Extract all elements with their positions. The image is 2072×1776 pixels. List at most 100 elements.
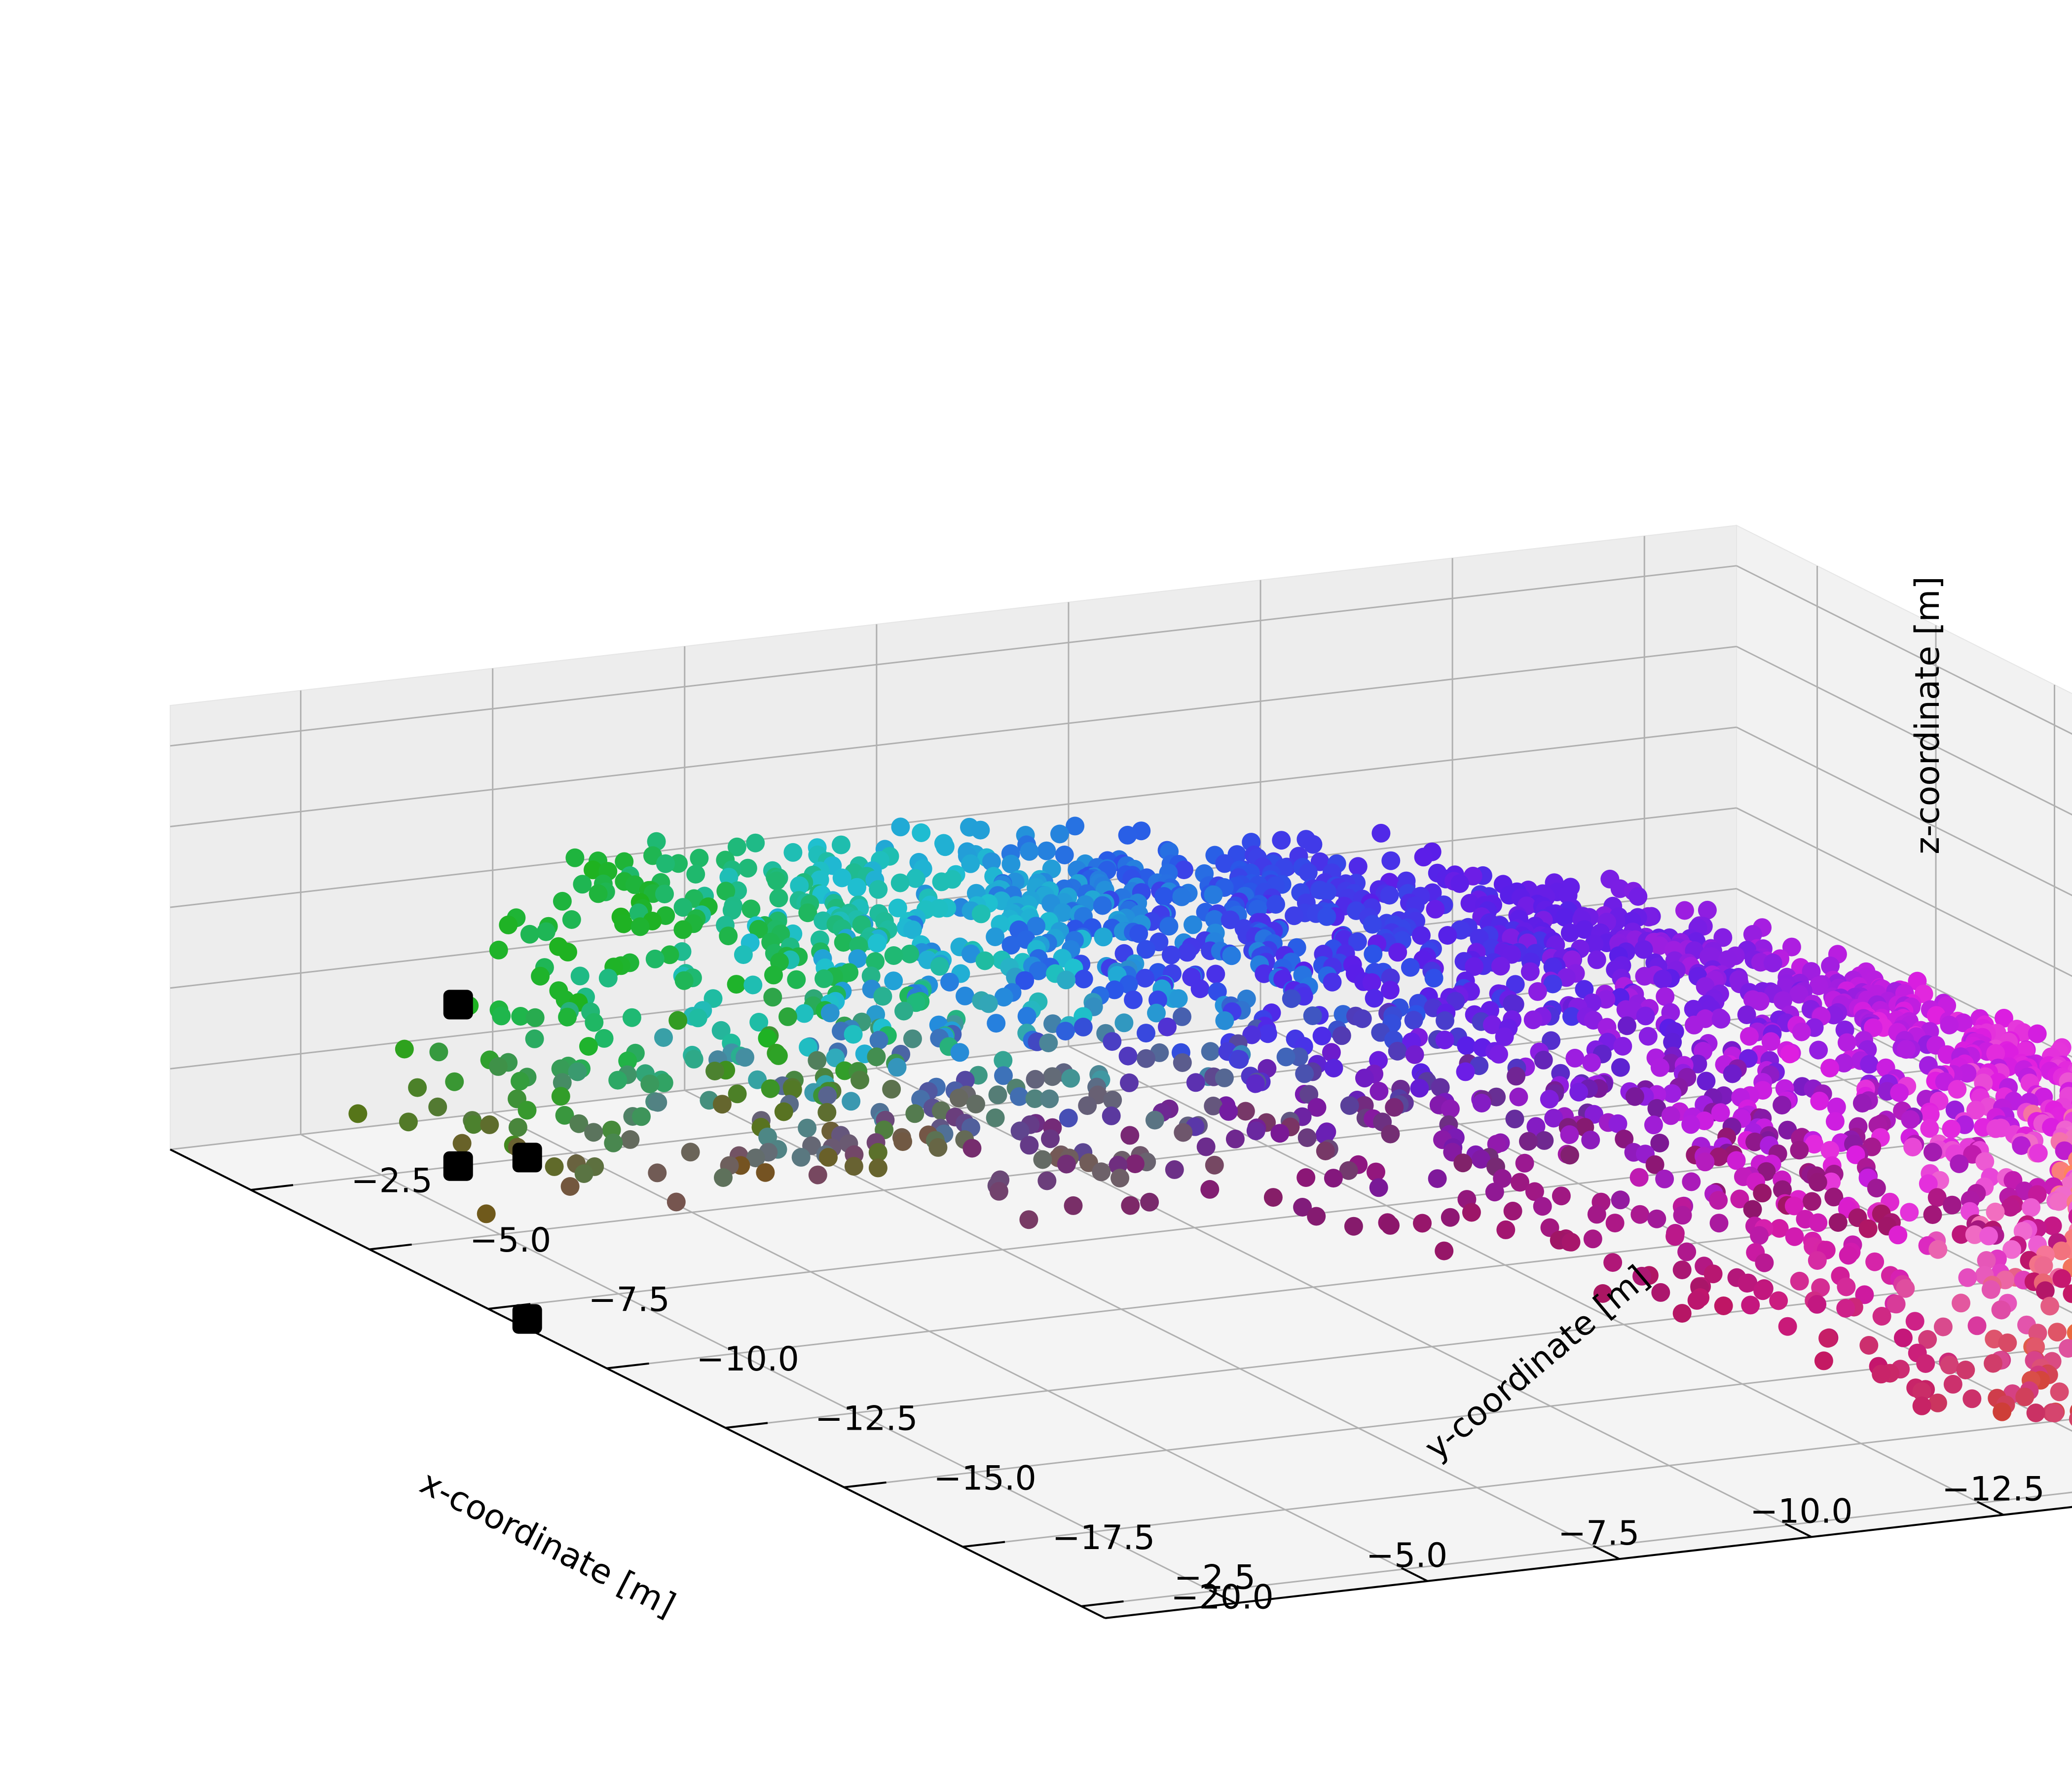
cloud-point [1582, 1053, 1601, 1073]
cloud-point [1460, 893, 1480, 913]
cloud-point [979, 994, 998, 1013]
cloud-point [1730, 1189, 1749, 1209]
cloud-point [1161, 945, 1181, 964]
cloud-point [761, 1079, 780, 1098]
cloud-point [1583, 1229, 1602, 1249]
cloud-point [2068, 1209, 2072, 1224]
cloud-point [2026, 1404, 2045, 1422]
cloud-point [1703, 1264, 1723, 1284]
cloud-point [655, 885, 674, 904]
cloud-point [758, 1127, 777, 1147]
cloud-point [1339, 1161, 1358, 1180]
cloud-point [1103, 1090, 1122, 1110]
cloud-point [2052, 1241, 2071, 1260]
cloud-point [1966, 1101, 1985, 1120]
cloud-point [1992, 1300, 2011, 1320]
cloud-point [1696, 1152, 1715, 1172]
cloud-point [1519, 1132, 1538, 1151]
cloud-point [949, 1088, 968, 1108]
cloud-point [568, 1062, 587, 1081]
cloud-point [1184, 915, 1202, 934]
cloud-point [2069, 1412, 2072, 1426]
cloud-point [1737, 1005, 1756, 1024]
cloud-point [705, 1062, 724, 1080]
cloud-point [1709, 1191, 1728, 1210]
cloud-point [1887, 1295, 1906, 1314]
cloud-point [1318, 883, 1337, 901]
cloud-point [888, 1058, 907, 1077]
cloud-point [1741, 1295, 1760, 1315]
cloud-point [1663, 1084, 1682, 1103]
y-tick [1592, 1545, 1620, 1560]
cloud-point [674, 971, 694, 990]
cloud-point [1158, 1017, 1177, 1036]
cloud-point [584, 860, 602, 880]
cloud-point [1943, 1374, 1962, 1394]
cloud-point [1472, 1094, 1491, 1112]
x-floor-gridline [488, 1128, 2055, 1310]
cloud-point [1428, 1169, 1447, 1188]
cloud-point [614, 914, 633, 933]
cloud-point [749, 1013, 769, 1032]
cloud-point [688, 1008, 707, 1028]
cloud-point [1984, 1354, 2002, 1373]
cloud-point [654, 1073, 673, 1092]
cloud-point [888, 898, 907, 918]
cloud-point [842, 1092, 861, 1111]
cloud-point [1912, 1382, 1931, 1401]
cloud-point [884, 971, 903, 991]
cloud-point [1808, 1251, 1827, 1270]
cloud-point [741, 899, 761, 919]
y-axis-line [1105, 1506, 2072, 1619]
cloud-point [1057, 970, 1076, 990]
cloud-point [584, 1123, 603, 1142]
cloud-point [738, 858, 757, 878]
cloud-point [1534, 1050, 1553, 1070]
cloud-point [1145, 1110, 1164, 1130]
cloud-point [764, 965, 783, 985]
cloud-point [1033, 1150, 1052, 1169]
cloud-point [1865, 1252, 1885, 1271]
cloud-point [1808, 1295, 1827, 1314]
cloud-point [826, 1048, 845, 1068]
cloud-point [834, 933, 853, 952]
cloud-point [1465, 957, 1484, 976]
cloud-point [848, 949, 867, 968]
cloud-point [1435, 1241, 1454, 1260]
cloud-point [1650, 936, 1669, 955]
cloud-point [518, 1101, 537, 1120]
cloud-point [1324, 1059, 1343, 1077]
cloud-point [1629, 1168, 1649, 1187]
cloud-point [1872, 1307, 1891, 1326]
cloud-point [1121, 1196, 1140, 1215]
cloud-point [1952, 1294, 1970, 1313]
cloud-point [1165, 1160, 1184, 1179]
cloud-point [1495, 1027, 1514, 1046]
cloud-point [2048, 1323, 2067, 1342]
cloud-point [1802, 1192, 1821, 1211]
cloud-point [1037, 1171, 1057, 1190]
cloud-point [867, 1047, 886, 1067]
cloud-point [1136, 968, 1155, 988]
cloud-point [1483, 1015, 1502, 1035]
cloud-point [1380, 980, 1400, 999]
cloud-point [1362, 973, 1381, 992]
cloud-point [1750, 992, 1770, 1011]
cloud-point [1050, 824, 1069, 844]
cloud-point [429, 1042, 448, 1062]
cloud-point [1414, 848, 1433, 867]
cloud-point [749, 920, 768, 939]
z-left-gridline [170, 726, 1737, 908]
cloud-point [1822, 1172, 1841, 1191]
cloud-point [551, 1087, 570, 1106]
cloud-point [1289, 1047, 1308, 1067]
black-markers [443, 990, 542, 1334]
cloud-point [536, 922, 555, 941]
cloud-point [1173, 1007, 1191, 1026]
cloud-point [769, 1046, 788, 1065]
cloud-point [1426, 899, 1445, 919]
cloud-point [452, 1134, 472, 1153]
cloud-point [1789, 985, 1809, 1004]
cloud-point [1221, 910, 1240, 929]
cloud-point [1411, 926, 1431, 945]
